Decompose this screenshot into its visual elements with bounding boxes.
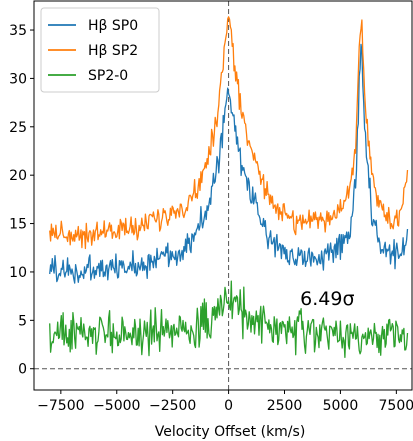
y-tick-label: 15: [9, 217, 27, 233]
x-tick-label: 2500: [267, 398, 303, 414]
plot-frame: [33, 0, 413, 391]
legend: Hβ SP0 Hβ SP2 SP2-0: [40, 7, 160, 93]
y-tick-label: 5: [18, 313, 27, 329]
y-tick-label: 25: [9, 120, 27, 136]
x-tick-label: −2500: [149, 398, 196, 414]
x-axis-ticks: −7500 −5000 −2500 0 2500 5000 7500: [37, 390, 413, 414]
reference-lines: [34, 1, 412, 390]
y-tick-label: 0: [18, 362, 27, 378]
series-line-3: [49, 280, 409, 359]
legend-label: SP2-0: [88, 68, 128, 84]
x-tick-label: 7500: [379, 398, 413, 414]
y-tick-label: 35: [9, 23, 27, 39]
series-line-1: [49, 43, 409, 284]
legend-box: [40, 7, 160, 93]
significance-annotation: 6.49σ: [300, 288, 354, 310]
y-tick-label: 30: [9, 71, 27, 87]
x-axis-label: Velocity Offset (km/s): [155, 424, 306, 440]
series-line-2: [49, 16, 409, 250]
legend-label: Hβ SP2: [88, 43, 138, 59]
x-tick-label: 5000: [323, 398, 359, 414]
x-tick-label: 0: [224, 398, 233, 414]
x-tick-label: −5000: [93, 398, 140, 414]
y-tick-label: 10: [9, 265, 27, 281]
legend-label: Hβ SP0: [88, 18, 138, 34]
series-layer: [49, 16, 409, 359]
y-axis-ticks: 0 5 10 15 20 25 30 35: [9, 23, 34, 378]
x-tick-label: −7500: [37, 398, 84, 414]
y-tick-label: 20: [9, 168, 27, 184]
